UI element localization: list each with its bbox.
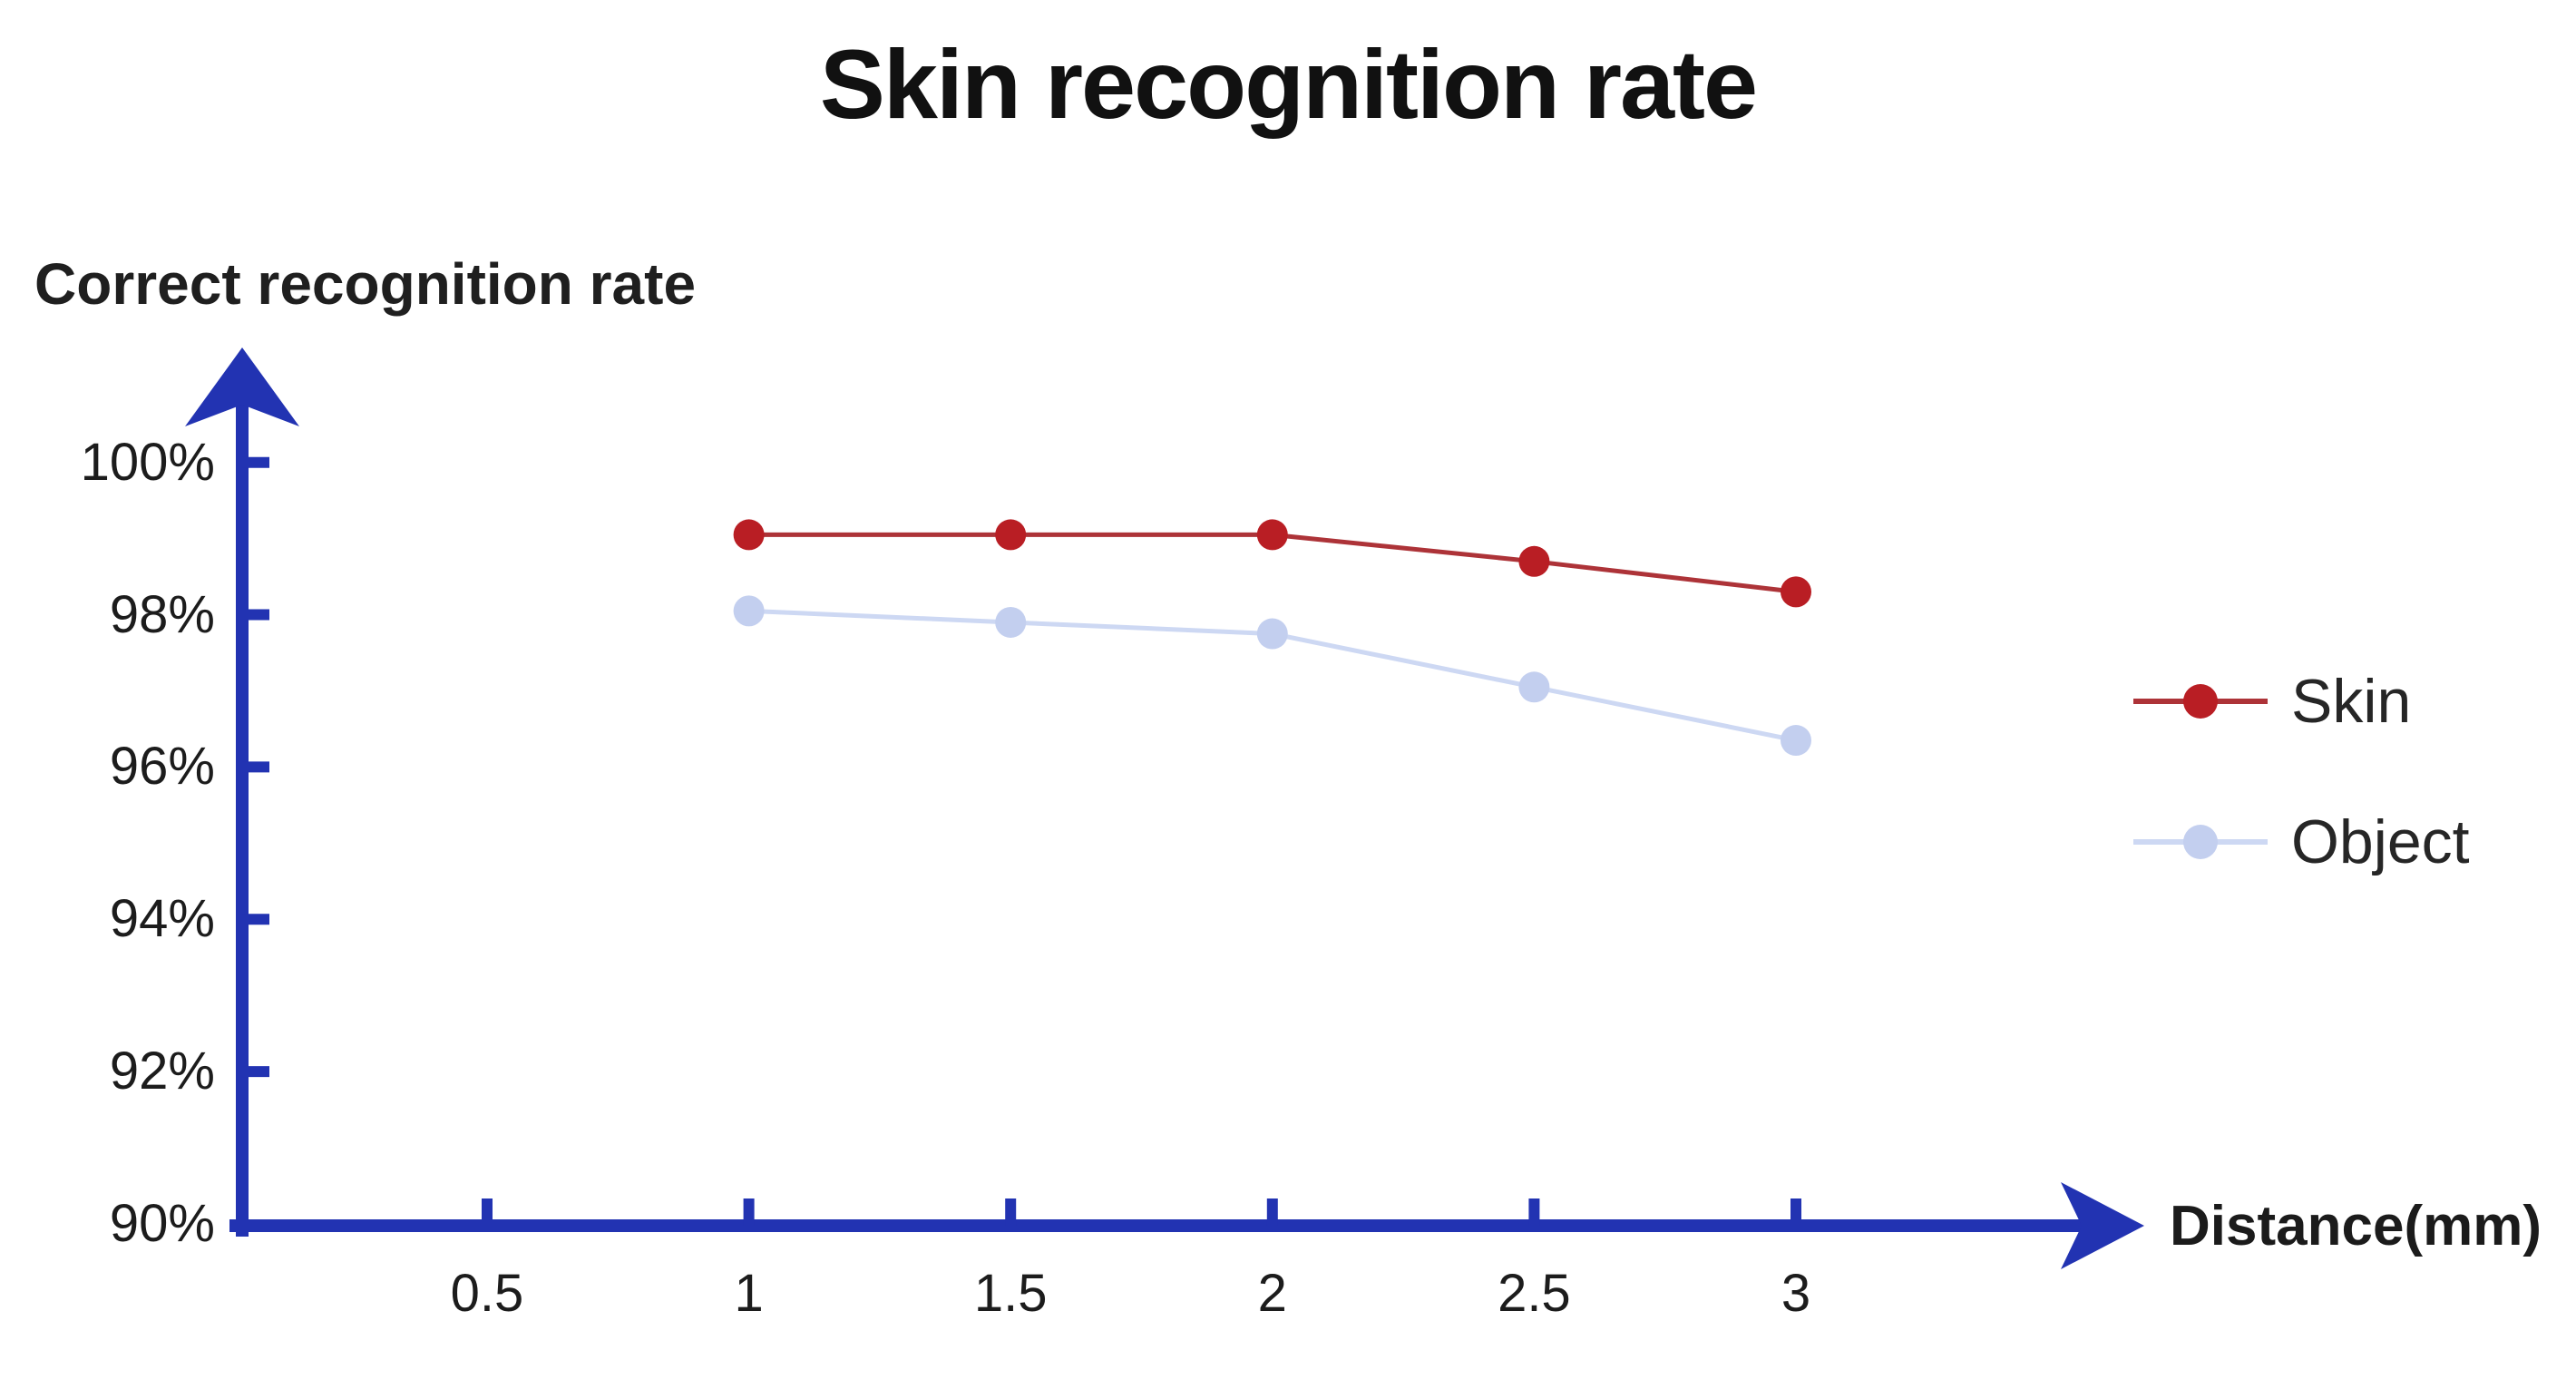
x-tick-label: 1 — [734, 1264, 764, 1323]
data-point-object — [995, 606, 1027, 638]
data-point-object — [1518, 671, 1550, 703]
data-point-skin — [1256, 519, 1288, 551]
y-tick-label: 94% — [109, 889, 215, 949]
y-axis-title: Correct recognition rate — [34, 251, 697, 317]
y-tick-label: 90% — [109, 1194, 215, 1253]
legend-item-skin: Skin — [2133, 666, 2411, 737]
object-series-swatch-icon — [2133, 824, 2268, 860]
x-tick-label: 1.5 — [973, 1264, 1048, 1323]
y-tick-label: 98% — [109, 584, 215, 644]
series-layer — [733, 519, 1811, 757]
legend-label-skin: Skin — [2291, 667, 2412, 736]
x-tick-label: 0.5 — [450, 1264, 524, 1323]
x-axis-title: Distance(mm) — [2170, 1195, 2542, 1257]
data-point-skin — [1781, 576, 1811, 608]
x-axis-arrow-icon — [2061, 1182, 2144, 1269]
data-point-object — [1256, 618, 1288, 650]
x-tick-label: 2 — [1257, 1264, 1287, 1323]
x-tick-label: 3 — [1781, 1264, 1811, 1323]
axis-ticks — [242, 456, 1801, 1226]
y-axis-arrow-icon — [185, 347, 299, 426]
legend-item-object: Object — [2133, 807, 2470, 877]
x-tick-label: 2.5 — [1498, 1264, 1571, 1323]
y-tick-label: 96% — [109, 737, 215, 797]
object-legend-dot-icon — [2183, 825, 2218, 859]
y-tick-label: 92% — [109, 1042, 215, 1101]
data-point-skin — [733, 519, 765, 551]
data-point-skin — [995, 519, 1027, 551]
data-point-object — [1781, 725, 1811, 757]
chart-title: Skin recognition rate — [819, 29, 1758, 139]
data-point-object — [733, 595, 765, 627]
skin-legend-dot-icon — [2183, 684, 2218, 719]
legend-label-object: Object — [2291, 807, 2470, 876]
data-point-skin — [1518, 545, 1550, 577]
skin-series-swatch-icon — [2133, 683, 2268, 719]
y-tick-label: 100% — [80, 432, 215, 492]
